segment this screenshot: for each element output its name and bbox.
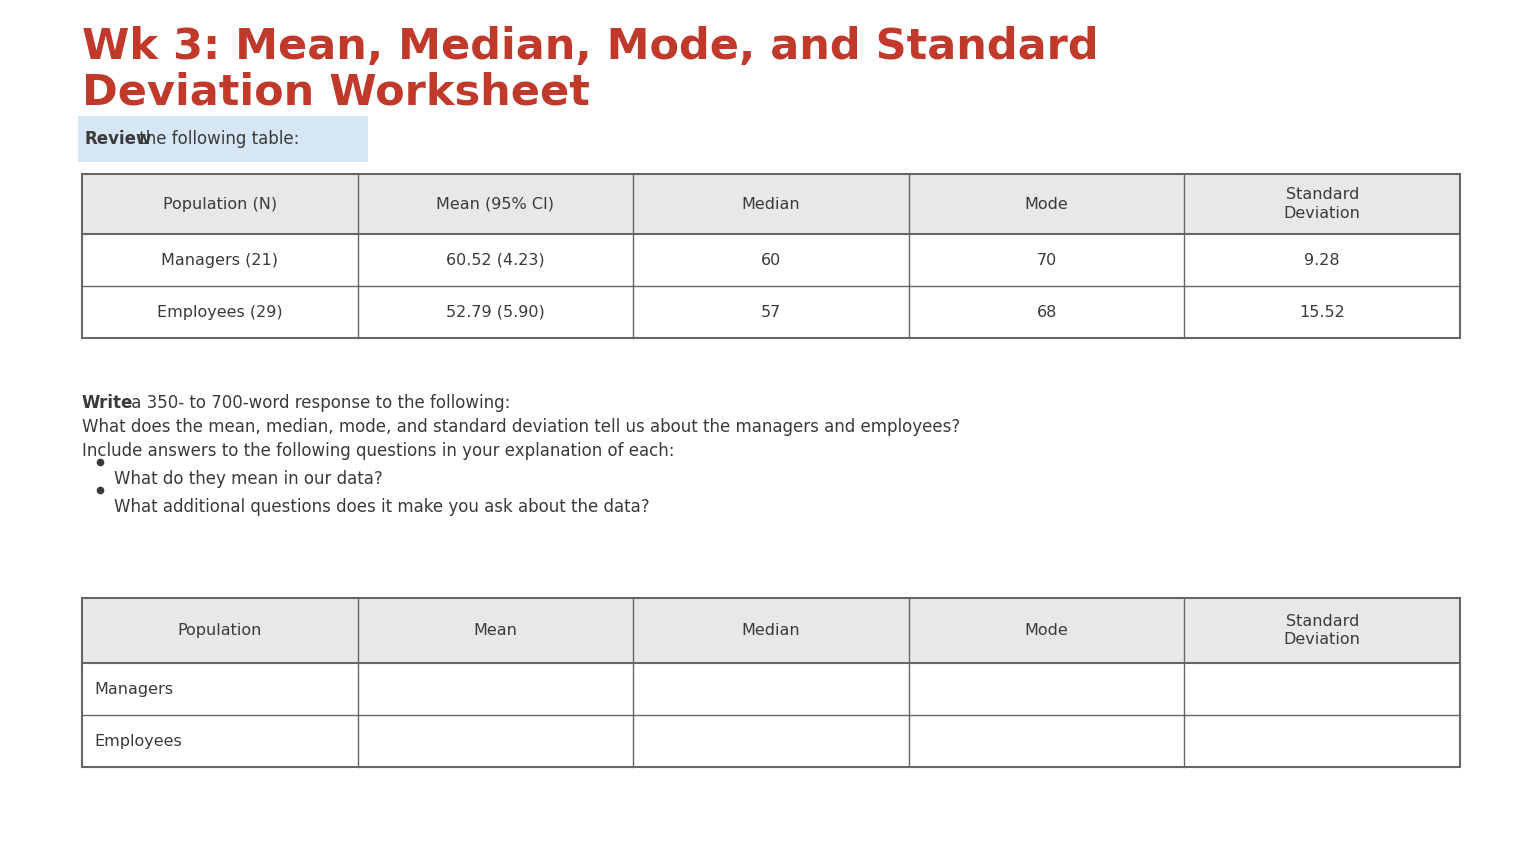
Text: Employees: Employees [94, 733, 181, 749]
Text: Mean: Mean [474, 623, 517, 638]
Bar [81, 715, 1460, 767]
Bar [81, 663, 1460, 715]
Text: 60: 60 [761, 252, 781, 267]
Text: Employees (29): Employees (29) [156, 305, 282, 320]
Text: Deviation Worksheet: Deviation Worksheet [81, 71, 591, 113]
Text: What additional questions does it make you ask about the data?: What additional questions does it make y… [114, 498, 649, 516]
Text: 52.79 (5.90): 52.79 (5.90) [446, 305, 545, 320]
Text: Population (N): Population (N) [163, 196, 276, 212]
Bar [81, 598, 1460, 767]
Text: the following table:: the following table: [133, 130, 299, 148]
Text: 57: 57 [761, 305, 781, 320]
Text: Wk 3: Mean, Median, Mode, and Standard: Wk 3: Mean, Median, Mode, and Standard [81, 26, 1098, 68]
Text: Standard
Deviation: Standard Deviation [1284, 613, 1361, 647]
Text: Median: Median [741, 196, 801, 212]
Text: Managers: Managers [94, 682, 173, 696]
Text: 70: 70 [1037, 252, 1057, 267]
Bar [81, 598, 1460, 663]
Bar [81, 174, 1460, 234]
Text: What do they mean in our data?: What do they mean in our data? [114, 470, 384, 488]
Text: a 350- to 700-word response to the following:: a 350- to 700-word response to the follo… [126, 394, 511, 412]
Text: Review: Review [84, 130, 152, 148]
Text: What does the mean, median, mode, and standard deviation tell us about the manag: What does the mean, median, mode, and st… [81, 418, 960, 436]
Text: Include answers to the following questions in your explanation of each:: Include answers to the following questio… [81, 442, 675, 460]
Bar [81, 234, 1460, 286]
Text: 68: 68 [1037, 305, 1057, 320]
Text: Write: Write [81, 394, 133, 412]
Text: Mode: Mode [1025, 196, 1069, 212]
Text: 9.28: 9.28 [1304, 252, 1341, 267]
Bar [81, 286, 1460, 338]
Text: Population: Population [178, 623, 262, 638]
Text: Standard
Deviation: Standard Deviation [1284, 187, 1361, 221]
Text: 15.52: 15.52 [1299, 305, 1345, 320]
Text: Median: Median [741, 623, 801, 638]
Text: Mean (95% CI): Mean (95% CI) [436, 196, 554, 212]
Bar [81, 174, 1460, 338]
Text: Mode: Mode [1025, 623, 1069, 638]
Text: Managers (21): Managers (21) [161, 252, 278, 267]
Bar [78, 116, 368, 162]
Text: 60.52 (4.23): 60.52 (4.23) [446, 252, 545, 267]
